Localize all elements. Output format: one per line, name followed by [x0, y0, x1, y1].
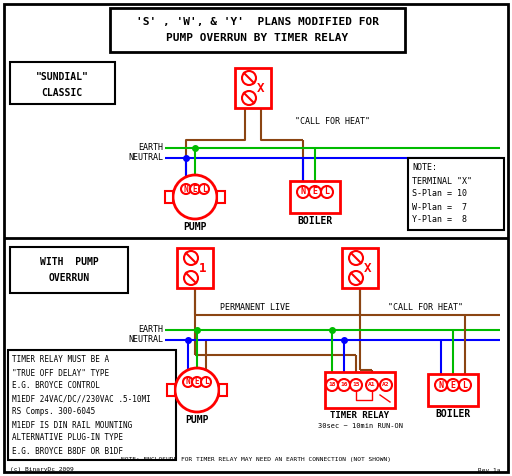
Circle shape	[321, 186, 333, 198]
Text: EARTH: EARTH	[138, 326, 163, 335]
Bar	[408, 158, 504, 230]
Text: WITH  PUMP: WITH PUMP	[39, 257, 98, 267]
Text: N: N	[438, 380, 443, 389]
Circle shape	[181, 184, 191, 194]
Bar	[290, 181, 340, 213]
Text: (c) BinaryDc 2009: (c) BinaryDc 2009	[10, 467, 74, 473]
Bar	[428, 374, 478, 406]
Text: L: L	[202, 185, 206, 194]
Text: NOTE: ENCLOSURE FOR TIMER RELAY MAY NEED AN EARTH CONNECTION (NOT SHOWN): NOTE: ENCLOSURE FOR TIMER RELAY MAY NEED…	[121, 457, 391, 463]
Text: M1EDF IS DIN RAIL MOUNTING: M1EDF IS DIN RAIL MOUNTING	[12, 420, 132, 429]
Circle shape	[201, 377, 211, 387]
Text: "CALL FOR HEAT": "CALL FOR HEAT"	[295, 118, 370, 127]
Circle shape	[175, 368, 219, 412]
Circle shape	[242, 91, 256, 105]
Text: 16: 16	[340, 383, 348, 387]
Text: L: L	[462, 380, 467, 389]
Text: PERMANENT LIVE: PERMANENT LIVE	[220, 304, 290, 313]
Text: E: E	[193, 185, 197, 194]
Circle shape	[184, 251, 198, 265]
Text: 18: 18	[328, 383, 336, 387]
Circle shape	[184, 271, 198, 285]
Bar	[167, 384, 175, 396]
Bar	[342, 248, 378, 288]
Text: "TRUE OFF DELAY" TYPE: "TRUE OFF DELAY" TYPE	[12, 368, 109, 377]
Bar	[325, 372, 395, 408]
Bar	[110, 8, 405, 52]
Bar	[10, 247, 128, 293]
Bar	[10, 62, 115, 104]
Text: M1EDF 24VAC/DC//230VAC .5-10MI: M1EDF 24VAC/DC//230VAC .5-10MI	[12, 395, 151, 404]
Circle shape	[338, 379, 350, 391]
Text: PUMP: PUMP	[185, 415, 209, 425]
Bar	[219, 384, 227, 396]
Text: OVERRUN: OVERRUN	[49, 273, 90, 283]
Text: N: N	[301, 188, 306, 197]
Text: 'S' , 'W', & 'Y'  PLANS MODIFIED FOR: 'S' , 'W', & 'Y' PLANS MODIFIED FOR	[136, 17, 378, 27]
Text: W-Plan =  7: W-Plan = 7	[412, 202, 467, 211]
Text: CLASSIC: CLASSIC	[41, 88, 82, 98]
Text: S-Plan = 10: S-Plan = 10	[412, 189, 467, 198]
Text: EARTH: EARTH	[138, 143, 163, 152]
Text: ALTERNATIVE PLUG-IN TYPE: ALTERNATIVE PLUG-IN TYPE	[12, 434, 123, 443]
Text: BOILER: BOILER	[435, 409, 471, 419]
Circle shape	[309, 186, 321, 198]
Text: Rev 1a: Rev 1a	[478, 467, 500, 473]
Circle shape	[447, 379, 459, 391]
Text: 1: 1	[199, 261, 207, 275]
Text: BOILER: BOILER	[297, 216, 333, 226]
Text: RS Comps. 300-6045: RS Comps. 300-6045	[12, 407, 95, 416]
Circle shape	[459, 379, 471, 391]
Bar	[177, 248, 213, 288]
Text: "CALL FOR HEAT": "CALL FOR HEAT"	[388, 304, 463, 313]
Circle shape	[350, 379, 362, 391]
Text: E.G. BROYCE CONTROL: E.G. BROYCE CONTROL	[12, 381, 100, 390]
Text: L: L	[204, 377, 208, 387]
Circle shape	[349, 251, 363, 265]
Text: E: E	[451, 380, 456, 389]
Circle shape	[380, 379, 392, 391]
Circle shape	[242, 71, 256, 85]
Circle shape	[192, 377, 202, 387]
Text: TIMER RELAY MUST BE A: TIMER RELAY MUST BE A	[12, 356, 109, 365]
Text: NOTE:: NOTE:	[412, 163, 437, 172]
Bar	[8, 350, 176, 460]
Text: 30sec ~ 10min RUN-ON: 30sec ~ 10min RUN-ON	[317, 423, 402, 429]
Text: "SUNDIAL": "SUNDIAL"	[35, 72, 89, 82]
Circle shape	[297, 186, 309, 198]
Text: L: L	[325, 188, 330, 197]
Text: Y-Plan =  8: Y-Plan = 8	[412, 216, 467, 225]
Text: A1: A1	[368, 383, 376, 387]
Text: E: E	[195, 377, 199, 387]
Text: N: N	[186, 377, 190, 387]
Circle shape	[435, 379, 447, 391]
Text: 15: 15	[352, 383, 360, 387]
Text: NEUTRAL: NEUTRAL	[128, 153, 163, 162]
Text: PUMP: PUMP	[183, 222, 207, 232]
Text: E.G. BROYCE B8DF OR B1DF: E.G. BROYCE B8DF OR B1DF	[12, 446, 123, 456]
Circle shape	[326, 379, 338, 391]
Circle shape	[366, 379, 378, 391]
Bar	[235, 68, 271, 108]
Circle shape	[349, 271, 363, 285]
Circle shape	[199, 184, 209, 194]
Text: X: X	[364, 261, 372, 275]
Circle shape	[183, 377, 193, 387]
Circle shape	[173, 175, 217, 219]
Text: PUMP OVERRUN BY TIMER RELAY: PUMP OVERRUN BY TIMER RELAY	[166, 33, 348, 43]
Text: TERMINAL "X": TERMINAL "X"	[412, 177, 472, 186]
Text: E: E	[312, 188, 317, 197]
Text: TIMER RELAY: TIMER RELAY	[330, 411, 390, 420]
Text: N: N	[184, 185, 188, 194]
Bar	[217, 191, 225, 203]
Circle shape	[190, 184, 200, 194]
Bar	[165, 191, 173, 203]
Text: NEUTRAL: NEUTRAL	[128, 336, 163, 345]
Text: A2: A2	[382, 383, 390, 387]
Text: X: X	[257, 81, 265, 95]
